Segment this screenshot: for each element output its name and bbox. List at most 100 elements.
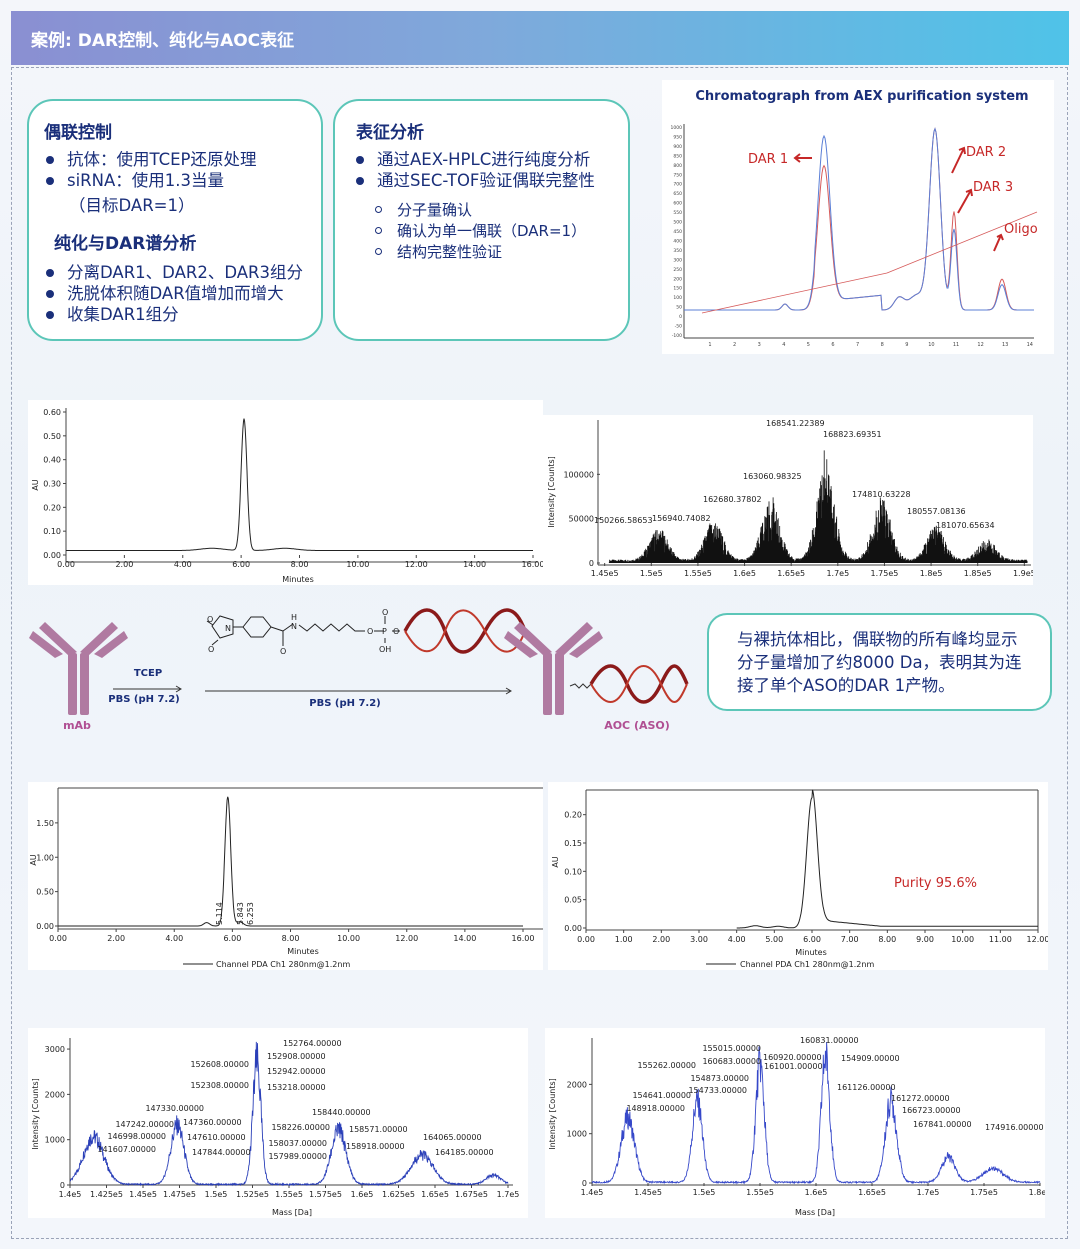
aex-y-tick-label: 750 bbox=[673, 172, 682, 178]
chart-4-x-tick-label: 4.00 bbox=[728, 935, 746, 944]
c5-peak-label: 153218.00000 bbox=[267, 1083, 326, 1092]
c5-x-tick-label: 1.675e5 bbox=[455, 1190, 488, 1199]
aex-y-tick-label: 500 bbox=[673, 220, 682, 226]
c5-peak-label: 152942.00000 bbox=[267, 1067, 326, 1076]
atom-n: N bbox=[225, 624, 231, 633]
c5-peak-label: 152764.00000 bbox=[283, 1039, 342, 1048]
chart-3-x-tick-label: 16.00 bbox=[512, 934, 535, 943]
chart-4-x-tick-label: 0.00 bbox=[577, 935, 595, 944]
aex-y-tick-label: 700 bbox=[673, 182, 682, 188]
oligo-helix-icon bbox=[589, 664, 689, 704]
c6-y-tick-label: 0 bbox=[582, 1179, 587, 1188]
chart-1-y-tick-label: 0.50 bbox=[43, 432, 61, 441]
c5-peak-label: 164185.00000 bbox=[435, 1148, 494, 1157]
chart-1-svg: 0.00 0.10 0.20 0.30 0.40 0.50 0.60 0.00 2.00 4.0… bbox=[31, 408, 544, 584]
aex-y-ticks: 1000950900850800750700650600550500450400… bbox=[671, 125, 683, 339]
note-box: 与裸抗体相比，偶联物的所有峰均显示分子量增加了约8000 Da，表明其为连接了单… bbox=[707, 613, 1052, 711]
c5-peak-label: 158918.00000 bbox=[346, 1142, 405, 1151]
chart-1-x-tick-label: 16.00 bbox=[522, 560, 543, 569]
chart-1-y-tick-label: 0.10 bbox=[43, 527, 61, 536]
aex-y-tick-label: 900 bbox=[673, 144, 682, 150]
c5-peak-label: 147330.00000 bbox=[145, 1104, 204, 1113]
chart-2-peak-label: 162680.37802 bbox=[703, 495, 762, 504]
c6-x-tick-label: 1.65e5 bbox=[858, 1188, 886, 1197]
c5-x-tick-label: 1.65e5 bbox=[421, 1190, 449, 1199]
c6-x-tick-label: 1.6e5 bbox=[805, 1188, 828, 1197]
c6-peak-label: 155015.00000 bbox=[702, 1044, 761, 1053]
arrow-icon bbox=[505, 687, 512, 695]
c5-peak-label: 147844.00000 bbox=[192, 1148, 251, 1157]
aex-y-tick-label: 800 bbox=[673, 163, 682, 169]
list-item: 分离DAR1、DAR2、DAR3组分 bbox=[43, 262, 303, 283]
c5-peak-label: 158037.00000 bbox=[268, 1139, 327, 1148]
conjugation-control-box: 偶联控制 抗体：使用TCEP还原处理 siRNA：使用1.3当量 （目标DAR=… bbox=[27, 99, 323, 341]
chart-3-x-tick-label: 14.00 bbox=[453, 934, 476, 943]
c6-x-tick-label: 1.75e5 bbox=[970, 1188, 998, 1197]
chart-3-x-tick-label: 8.00 bbox=[282, 934, 300, 943]
c5-x-tick-label: 1.7e5 bbox=[497, 1190, 520, 1199]
scheme-svg: mAb TCEP PBS (pH 7.2) PBS (pH 7.2) bbox=[29, 608, 689, 732]
antibody-icon bbox=[29, 622, 128, 715]
purification-heading: 纯化与DAR谱分析 bbox=[54, 234, 197, 254]
aex-y-tick-label: 550 bbox=[673, 210, 682, 216]
c6-x-tick-label: 1.7e5 bbox=[917, 1188, 940, 1197]
aex-x-tick-label: 13 bbox=[1002, 342, 1008, 348]
c6-x-tick-label: 1.4e5 bbox=[581, 1188, 604, 1197]
c5-x-tick-label: 1.625e5 bbox=[382, 1190, 415, 1199]
chart-2-x-tick-label: 1.7e5 bbox=[826, 569, 849, 578]
chart-6-svg: 0 1000 2000 1.4e5 1.45e5 1.5e5 1.55e5 1.6e5 1.6… bbox=[548, 1036, 1051, 1217]
oligo-helix-icon bbox=[590, 665, 688, 703]
chart-6-trace bbox=[591, 1041, 1041, 1185]
c6-peak-label: 167841.00000 bbox=[913, 1120, 972, 1129]
pbs-label-1: PBS (pH 7.2) bbox=[108, 694, 180, 705]
chart-3-y-ticks: 0.00 0.50 1.00 1.50 bbox=[36, 819, 58, 931]
chart-2-x-tick-label: 1.9e5 bbox=[1013, 569, 1033, 578]
arrow-icon bbox=[793, 153, 812, 163]
c6-peak-label: 174916.00000 bbox=[985, 1123, 1044, 1132]
chart-6-ylabel: Intensity [Counts] bbox=[548, 1078, 557, 1150]
chart-3-y-tick-label: 0.50 bbox=[36, 888, 54, 897]
atom-oh: OH bbox=[379, 645, 391, 654]
chart-1-x-tick-label: 14.00 bbox=[463, 560, 486, 569]
chart-2-ylabel: Intensity [Counts] bbox=[547, 456, 556, 528]
c6-peak-label: 160683.00000 bbox=[702, 1057, 761, 1066]
chart-4-y-tick-label: 0.05 bbox=[564, 896, 582, 905]
arrow-icon bbox=[175, 685, 182, 693]
aex-y-tick-label: 950 bbox=[673, 134, 682, 140]
c5-peak-label: 152908.00000 bbox=[267, 1052, 326, 1061]
chart-2-y-ticks: 0 50000 100000 bbox=[563, 470, 600, 568]
chart-3-x-tick-label: 4.00 bbox=[165, 934, 183, 943]
atom-o: O bbox=[382, 608, 388, 617]
title-bar: 案例: DAR控制、纯化与AOC表征 bbox=[11, 11, 1069, 65]
chart-4-x-tick-label: 8.00 bbox=[878, 935, 896, 944]
chart-2-y-tick-label: 50000 bbox=[569, 515, 594, 524]
chart-6-y-ticks: 0 1000 2000 bbox=[567, 1080, 592, 1188]
chart-2-peak-label: 180557.08136 bbox=[907, 507, 966, 516]
aex-x-tick-label: 8 bbox=[881, 342, 884, 348]
c6-peak-label: 161126.00000 bbox=[837, 1083, 896, 1092]
chart-1-y-tick-label: 0.40 bbox=[43, 456, 61, 465]
chart-4-x-tick-label: 5.00 bbox=[765, 935, 783, 944]
c5-peak-label: 152608.00000 bbox=[190, 1060, 249, 1069]
page-title: 案例: DAR控制、纯化与AOC表征 bbox=[31, 31, 295, 51]
c5-x-tick-label: 1.4e5 bbox=[59, 1190, 82, 1199]
chart-2-peak-label: 168823.69351 bbox=[823, 430, 882, 439]
sub-list-item: 分子量确认 bbox=[371, 200, 586, 221]
chart-1-y-tick-label: 0.60 bbox=[43, 408, 61, 417]
list-item: siRNA：使用1.3当量 bbox=[43, 170, 257, 191]
chart-4-x-tick-label: 1.00 bbox=[615, 935, 633, 944]
c5-x-tick-label: 1.575e5 bbox=[309, 1190, 342, 1199]
linker-squiggle-icon bbox=[569, 683, 592, 689]
conjugation-control-list: 抗体：使用TCEP还原处理 siRNA：使用1.3当量 bbox=[43, 149, 257, 191]
chart-1-x-tick-label: 4.00 bbox=[174, 560, 192, 569]
chart-1-trace bbox=[66, 418, 533, 551]
chart-6-xlabel: Mass [Da] bbox=[795, 1208, 835, 1217]
list-item: 抗体：使用TCEP还原处理 bbox=[43, 149, 257, 170]
c6-peak-label: 148918.00000 bbox=[626, 1104, 685, 1113]
c5-peak-label: 164065.00000 bbox=[423, 1133, 482, 1142]
chart-1-y-tick-label: 0.20 bbox=[43, 503, 61, 512]
characterization-sublist: 分子量确认 确认为单一偶联（DAR=1） 结构完整性验证 bbox=[371, 200, 586, 263]
c5-x-tick-label: 1.55e5 bbox=[275, 1190, 303, 1199]
c5-x-tick-label: 1.475e5 bbox=[163, 1190, 196, 1199]
chart-1-x-ticks: 0.00 2.00 4.00 6.00 8.00 10.00 12.00 14.00 16.00 bbox=[57, 555, 544, 569]
